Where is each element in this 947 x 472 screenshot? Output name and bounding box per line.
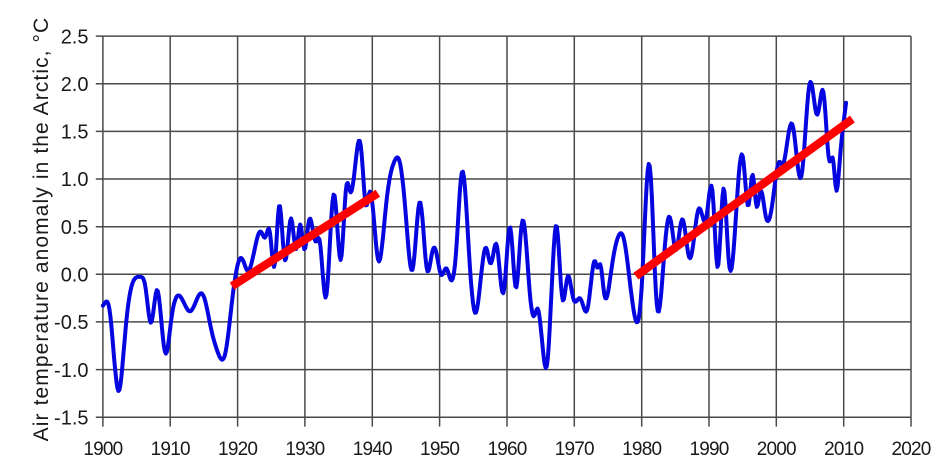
svg-text:1900: 1900	[83, 439, 122, 460]
svg-text:1910: 1910	[151, 439, 190, 460]
svg-text:1.0: 1.0	[61, 169, 89, 191]
svg-text:1950: 1950	[420, 439, 459, 460]
svg-text:-1.5: -1.5	[54, 407, 88, 429]
svg-text:2.5: 2.5	[61, 26, 89, 48]
svg-text:1940: 1940	[353, 439, 392, 460]
svg-text:2000: 2000	[757, 439, 796, 460]
svg-text:1970: 1970	[555, 439, 594, 460]
svg-text:1960: 1960	[487, 439, 526, 460]
svg-text:-0.5: -0.5	[54, 312, 88, 334]
svg-text:Air temperature anomaly in the: Air temperature anomaly in the Arctic, °…	[30, 17, 53, 442]
svg-text:0.5: 0.5	[61, 217, 89, 239]
svg-text:1920: 1920	[218, 439, 257, 460]
svg-text:2.0: 2.0	[61, 74, 89, 96]
svg-text:2020: 2020	[891, 439, 930, 460]
svg-text:2010: 2010	[824, 439, 863, 460]
svg-text:0.0: 0.0	[61, 265, 89, 287]
svg-text:1.5: 1.5	[61, 122, 89, 144]
svg-text:1930: 1930	[285, 439, 324, 460]
svg-text:-1.0: -1.0	[54, 360, 88, 382]
svg-text:1980: 1980	[622, 439, 661, 460]
svg-text:1990: 1990	[689, 439, 728, 460]
